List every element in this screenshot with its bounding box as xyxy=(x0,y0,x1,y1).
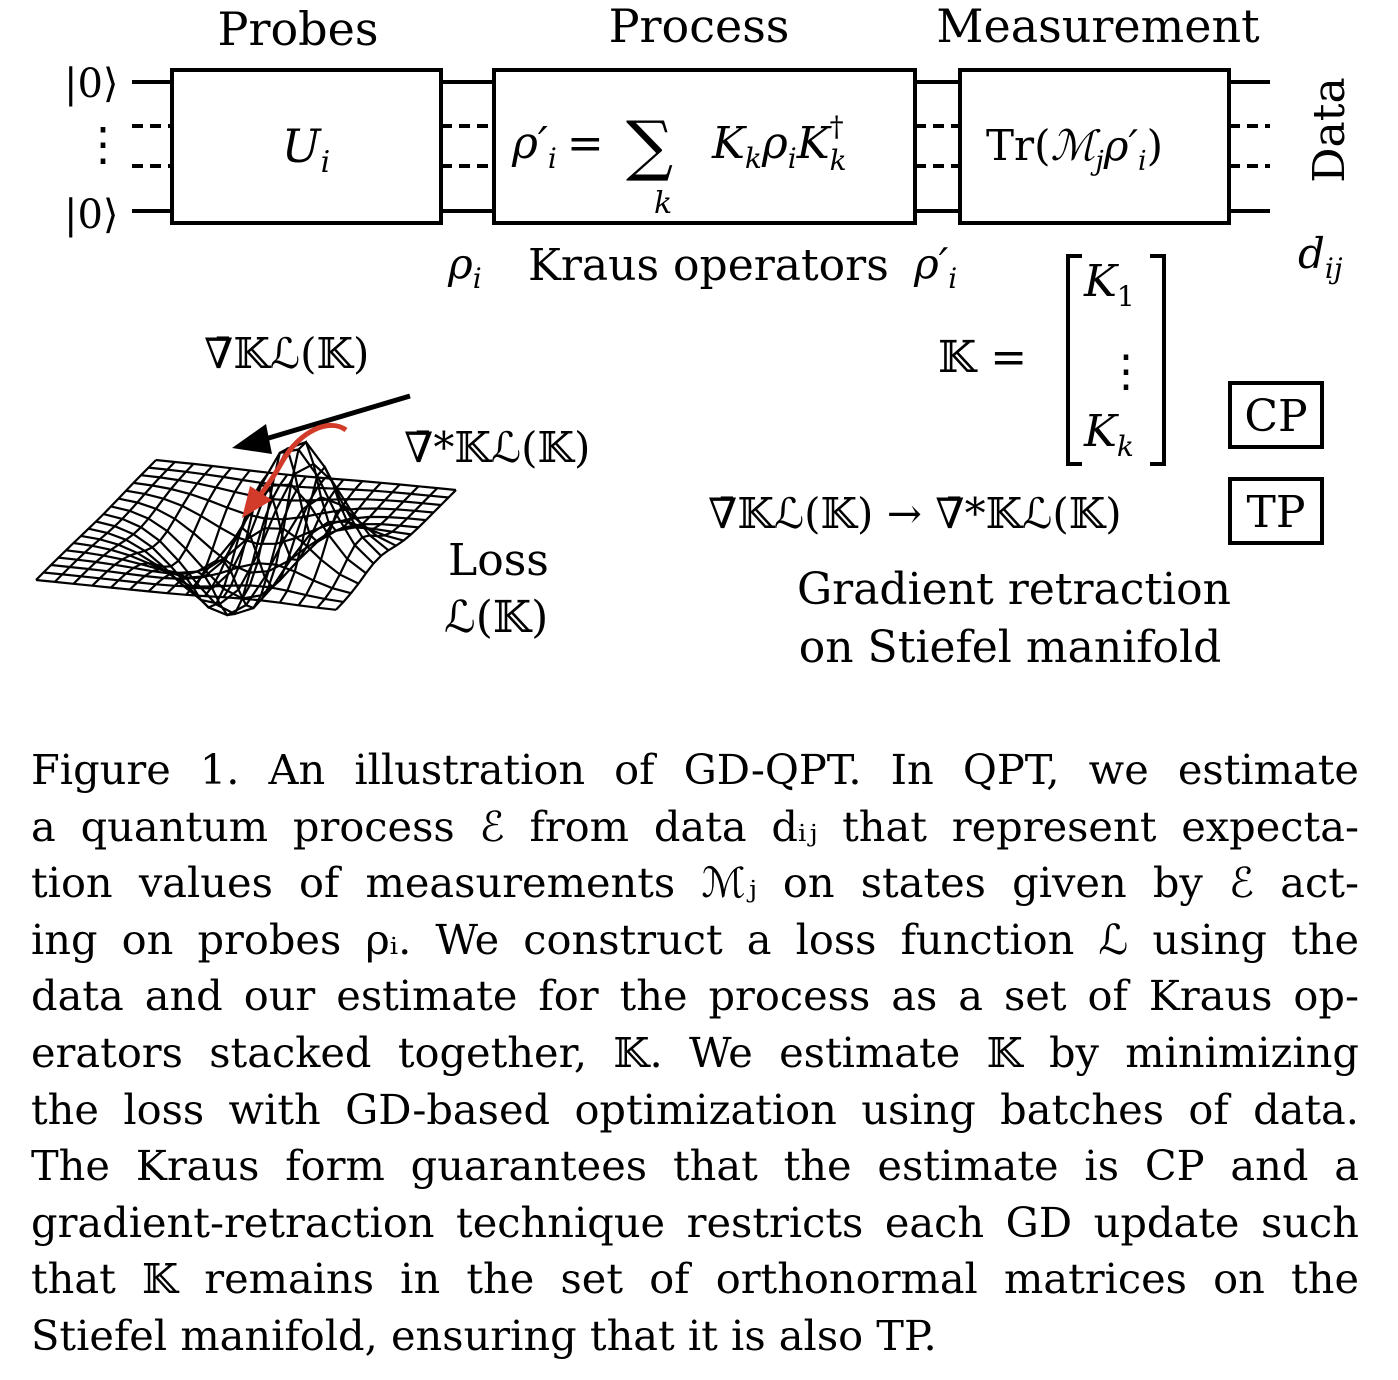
stack-top: K1 xyxy=(1083,256,1135,313)
tp-badge-box xyxy=(1228,477,1324,545)
unitary-symbol: Ui xyxy=(282,119,330,180)
loss-label-2: ℒ(𝕂) xyxy=(444,592,548,643)
probes-header: Probes xyxy=(218,2,379,56)
stack-dots: ⋮ xyxy=(1104,346,1148,397)
figure-caption: Figure 1. An illustration of GD-QPT. In … xyxy=(31,742,1359,1365)
caption-line: data and our estimate for the process as… xyxy=(31,971,1359,1021)
mesh-line xyxy=(88,462,390,606)
measurement-box xyxy=(958,68,1231,225)
mesh-line xyxy=(148,466,449,499)
mesh-line xyxy=(125,489,427,545)
caption-line: gradient-retraction technique restricts … xyxy=(31,1197,1359,1247)
gd-qpt-figure: Probes Process Measurement |0⟩ ⋮ |0⟩ Ui … xyxy=(35,0,1355,673)
circuit-wires xyxy=(132,80,1270,213)
loss-surface-mesh xyxy=(35,440,457,617)
process-header: Process xyxy=(609,0,790,53)
caption-line: The Kraus form guarantees that the estim… xyxy=(31,1141,1359,1191)
cp-badge-box xyxy=(1228,381,1324,449)
data-d-ij-label: dij xyxy=(1298,229,1343,285)
stack-lhs: 𝕂 = xyxy=(938,332,1027,383)
measurement-formula: Tr(ℳjρ′i) xyxy=(986,121,1163,177)
mesh-line xyxy=(43,571,344,603)
process-sum: ∑ xyxy=(626,107,673,184)
retraction-formula: ∇̄𝕂ℒ(𝕂) → ∇̄*𝕂ℒ(𝕂) xyxy=(708,489,1122,538)
stack-bottom: Kk xyxy=(1083,406,1134,463)
input-ket-bottom: |0⟩ xyxy=(64,192,119,238)
rho-prime-label: ρ′i xyxy=(913,239,957,295)
mesh-line xyxy=(133,481,434,521)
caption-line: tion values of measurements ℳⱼ on states… xyxy=(31,858,1359,908)
mesh-line xyxy=(110,505,412,600)
caption-line: a quantum process ℰ from data dᵢⱼ that r… xyxy=(31,801,1359,851)
loss-label-1: Loss xyxy=(448,535,549,586)
mesh-line xyxy=(118,497,419,574)
mesh-line xyxy=(155,458,457,492)
caption-line: Figure 1. An illustration of GD-QPT. In … xyxy=(31,745,1359,794)
mesh-line xyxy=(35,578,337,611)
gradient-label: ∇̄𝕂ℒ(𝕂) xyxy=(204,329,369,378)
caption-line: ing on probes ρᵢ. We construct a loss fu… xyxy=(31,914,1359,964)
retraction-caption-1: Gradient retraction xyxy=(797,564,1231,615)
mesh-line xyxy=(103,513,404,616)
retraction-arrow xyxy=(242,423,348,518)
caption-line: Stiefel manifold, ensuring that it is al… xyxy=(31,1310,937,1360)
process-rhs: KkρiK† k xyxy=(711,110,847,177)
stack-bracket-left xyxy=(1066,254,1082,466)
retraction-caption-2: on Stiefel manifold xyxy=(799,622,1222,673)
rho-i-label: ρi xyxy=(447,239,482,295)
input-dots: ⋮ xyxy=(80,117,126,171)
mesh-line xyxy=(297,485,420,606)
kraus-operators-label: Kraus operators xyxy=(528,240,889,291)
gradient-arrow xyxy=(232,393,411,454)
stack-bracket-right xyxy=(1150,254,1166,466)
tp-badge: TP xyxy=(1247,487,1306,538)
cp-badge: CP xyxy=(1244,391,1307,442)
caption-line: the loss with GD-based optimization usin… xyxy=(31,1084,1359,1134)
mesh-line xyxy=(140,474,442,507)
caption-line: that 𝕂 remains in the set of orthonormal… xyxy=(31,1254,1359,1304)
data-output-label: Data xyxy=(1304,77,1355,182)
process-box xyxy=(492,68,917,225)
unitary-box xyxy=(170,68,443,225)
input-ket-top: |0⟩ xyxy=(64,61,119,107)
caption-line: erators stacked together, 𝕂. We estimate… xyxy=(31,1027,1359,1077)
process-formula: ρ′i = xyxy=(511,118,604,175)
measurement-header: Measurement xyxy=(936,0,1260,53)
mesh-line xyxy=(58,527,359,585)
process-sum-index: k xyxy=(654,186,672,221)
gradient-star-label: ∇̄*𝕂ℒ(𝕂) xyxy=(404,423,590,472)
